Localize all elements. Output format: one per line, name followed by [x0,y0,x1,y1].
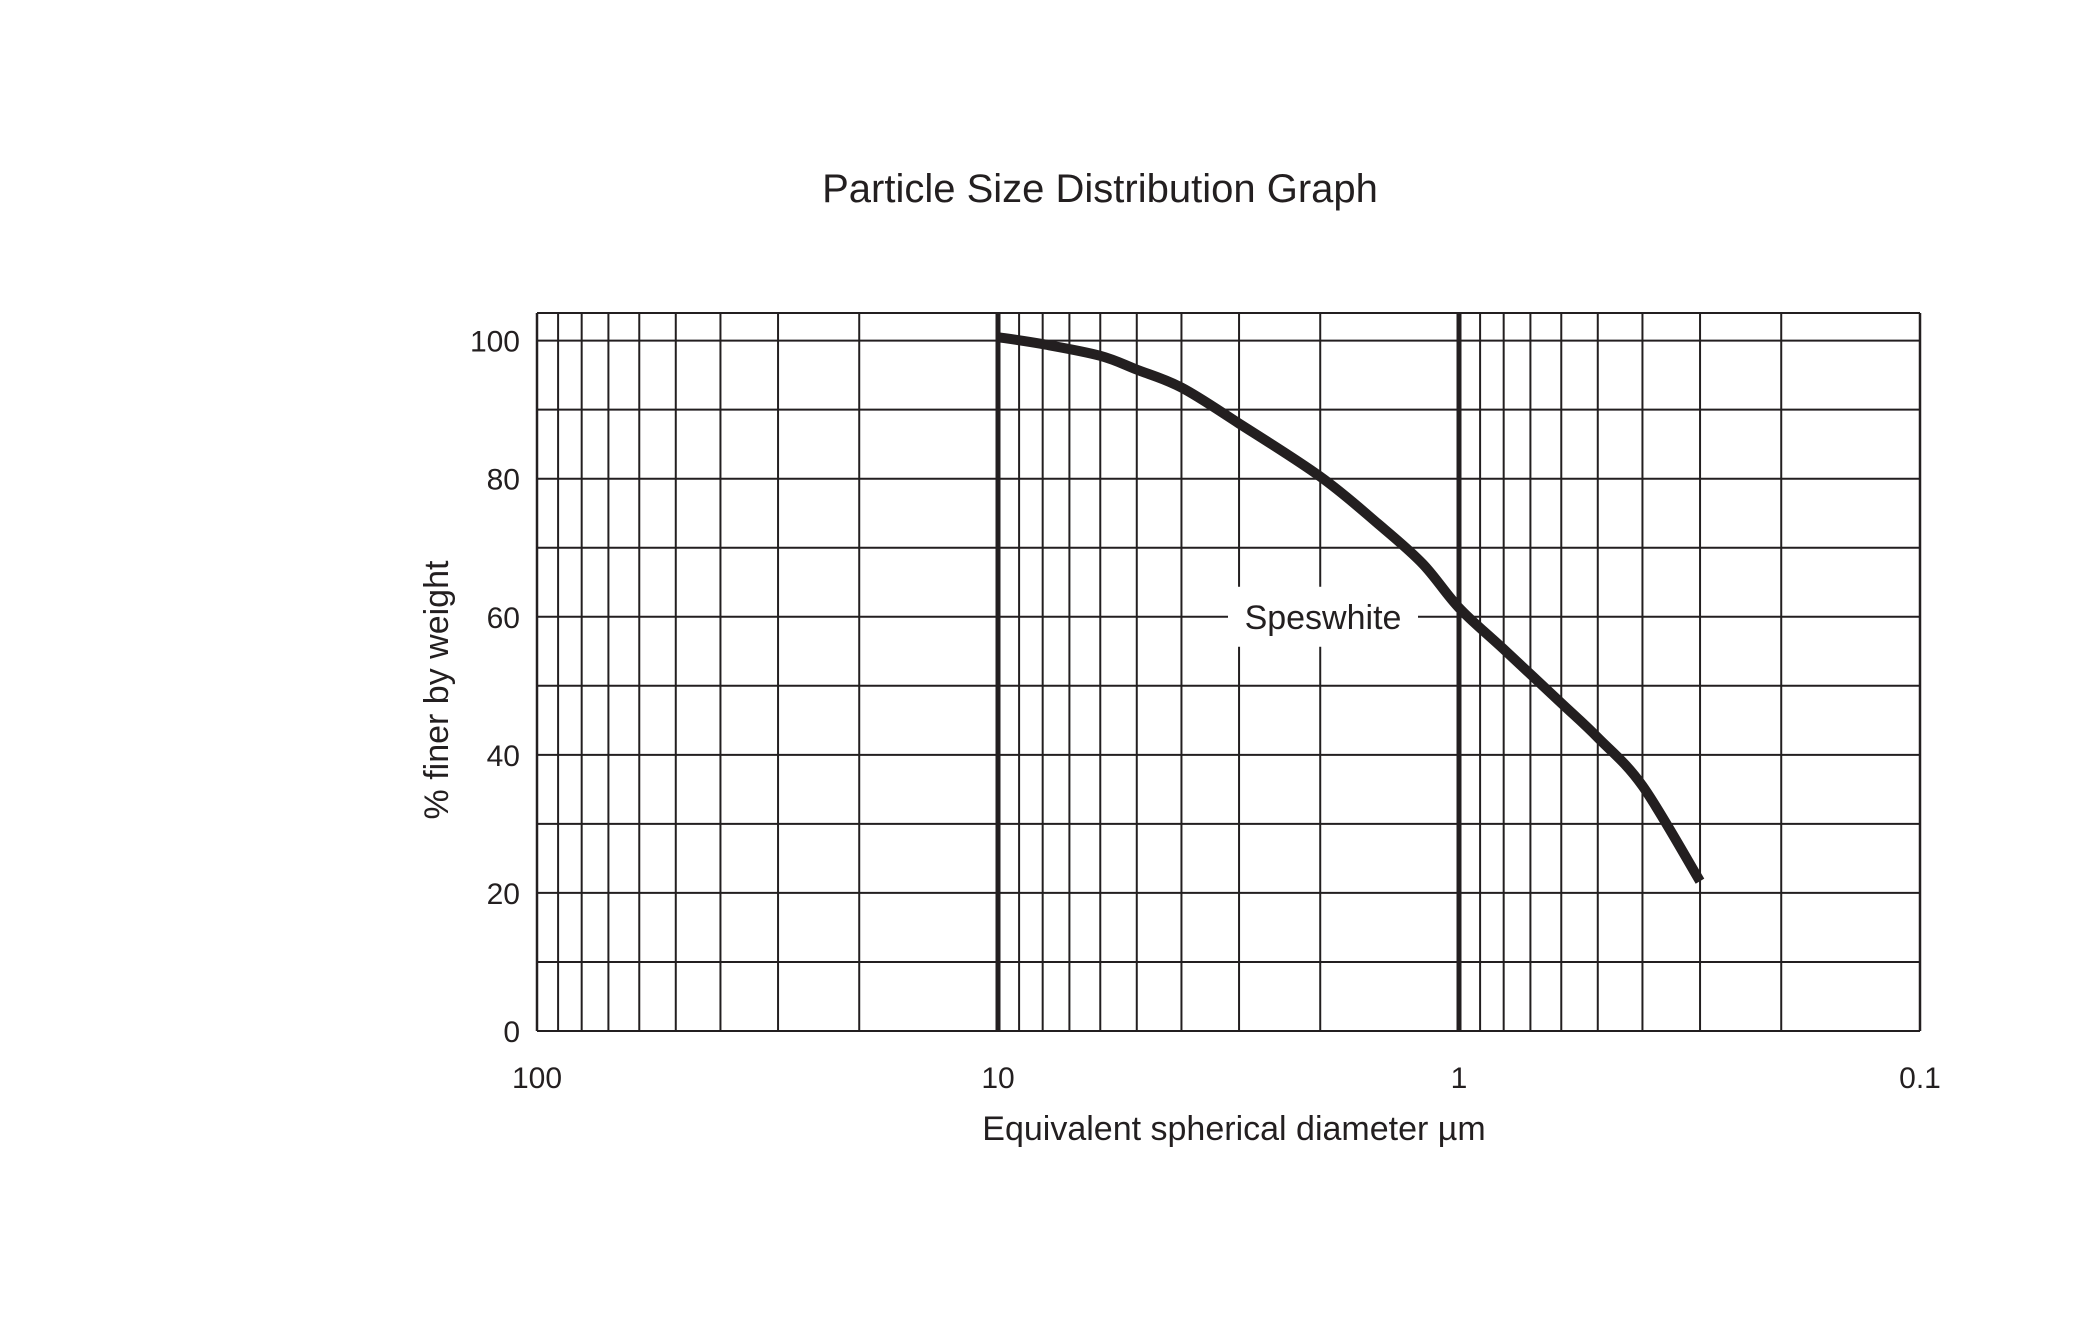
y-axis-label: % finer by weight [418,560,456,819]
y-tick-label: 100 [470,326,520,359]
series-label-background [1228,586,1418,647]
x-tick-label: 100 [512,1062,562,1095]
y-tick-label: 40 [487,740,520,773]
x-tick-label: 1 [1451,1062,1468,1095]
decade-lines [535,313,1922,1031]
series-line-speswhite [997,332,1705,884]
chart-title: Particle Size Distribution Graph [822,167,1378,211]
y-tick-label: 0 [503,1016,520,1049]
y-tick-label: 20 [487,878,520,911]
x-axis-label: Equivalent spherical diameter µm [982,1110,1485,1148]
x-tick-label: 0.1 [1899,1062,1941,1095]
tick-labels: 100 10 1 0.1 0 20 40 60 80 100 [470,326,1941,1095]
grid-lines [537,312,1920,1032]
series-label-speswhite: Speswhite [1245,599,1402,637]
series-group: Speswhite [997,332,1705,884]
x-tick-label: 10 [981,1062,1014,1095]
y-tick-label: 80 [487,464,520,497]
y-tick-label: 60 [487,602,520,635]
